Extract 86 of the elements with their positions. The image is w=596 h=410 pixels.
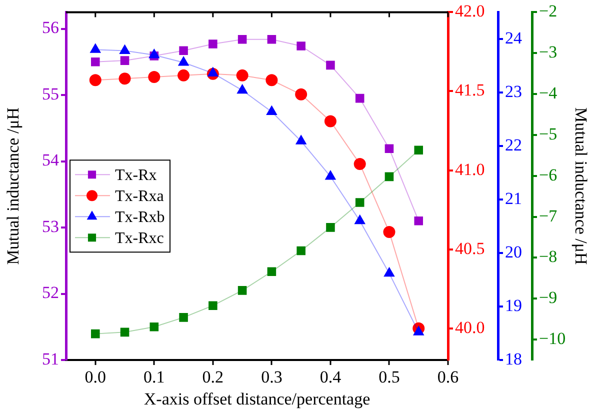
y-tick-label: 55 bbox=[42, 84, 59, 104]
y2-tick-label: 41.0 bbox=[455, 160, 485, 179]
x-tick-label: 0.3 bbox=[261, 368, 282, 387]
point bbox=[413, 326, 424, 336]
point bbox=[295, 88, 308, 100]
x-axis-title: X-axis offset distance/percentage bbox=[144, 389, 370, 408]
y-tick-label: −7 bbox=[539, 206, 558, 226]
point bbox=[89, 74, 102, 86]
point bbox=[179, 313, 188, 322]
y3-tick-label: 23 bbox=[505, 82, 522, 101]
point bbox=[236, 69, 248, 82]
point bbox=[208, 67, 218, 76]
y-tick-label: −6 bbox=[539, 165, 558, 184]
point bbox=[383, 226, 396, 238]
y2-tick-label: 41.5 bbox=[455, 80, 485, 100]
y-tick-label: −5 bbox=[539, 124, 558, 144]
point bbox=[384, 144, 394, 154]
point bbox=[208, 40, 218, 48]
y-axis-title: Mutual inductance /μH bbox=[571, 107, 590, 265]
point bbox=[354, 158, 366, 170]
point bbox=[178, 56, 189, 66]
x-tick-label: 0.2 bbox=[202, 368, 224, 387]
y-tick-label: −8 bbox=[539, 247, 558, 266]
y3-tick-label: 18 bbox=[505, 349, 522, 368]
point bbox=[118, 72, 131, 85]
point bbox=[267, 267, 276, 276]
legend-label: Tx-Rxa bbox=[115, 188, 164, 205]
y-tick-label: −3 bbox=[539, 42, 558, 62]
point bbox=[120, 328, 130, 337]
point bbox=[267, 34, 276, 44]
point bbox=[324, 115, 336, 128]
y2-tick-label: 42.0 bbox=[455, 2, 485, 21]
point bbox=[266, 106, 277, 115]
point bbox=[179, 46, 188, 56]
x-tick-label: 0.0 bbox=[84, 368, 106, 387]
y2-tick-label: 40.0 bbox=[455, 318, 485, 337]
legend-label: Tx-Rx bbox=[115, 166, 157, 184]
point bbox=[238, 34, 247, 44]
point bbox=[90, 44, 101, 53]
point bbox=[354, 214, 366, 224]
point bbox=[120, 56, 130, 65]
y3-tick-label: 20 bbox=[505, 242, 522, 262]
y3-tick-label: 19 bbox=[505, 296, 522, 315]
y-axis-title: Mutual inductance /μH bbox=[4, 107, 23, 265]
point bbox=[208, 301, 218, 310]
point bbox=[355, 198, 364, 207]
point bbox=[237, 84, 248, 94]
y3-tick-label: 22 bbox=[505, 135, 522, 154]
x-tick-label: 0.5 bbox=[378, 368, 400, 387]
point bbox=[325, 170, 336, 180]
point bbox=[355, 94, 364, 103]
y-tick-label: 54 bbox=[42, 150, 60, 170]
point bbox=[178, 69, 190, 82]
point bbox=[296, 42, 306, 50]
y-tick-label: −10 bbox=[539, 329, 566, 348]
y-tick-label: −9 bbox=[539, 288, 558, 308]
point bbox=[414, 146, 424, 154]
point bbox=[90, 329, 100, 338]
y-tick-label: −2 bbox=[539, 2, 558, 21]
y3-tick-label: 21 bbox=[505, 188, 522, 208]
y2-tick-label: 40.5 bbox=[455, 238, 485, 258]
x-tick-label: 0.6 bbox=[437, 368, 459, 387]
legend-label: Tx-Rxb bbox=[115, 208, 165, 226]
y-tick-label: 56 bbox=[42, 18, 59, 38]
x-tick-label: 0.1 bbox=[144, 368, 165, 387]
point bbox=[120, 44, 130, 54]
point bbox=[326, 223, 335, 232]
point bbox=[414, 216, 424, 226]
y-tick-label: 53 bbox=[42, 216, 59, 236]
point bbox=[266, 74, 278, 86]
point bbox=[296, 135, 306, 144]
point bbox=[326, 60, 335, 70]
y-tick-label: 51 bbox=[42, 349, 59, 368]
legend-label: Tx-Rxc bbox=[115, 230, 164, 247]
y-tick-label: 52 bbox=[42, 283, 59, 302]
y3-tick-label: 24 bbox=[505, 28, 522, 48]
point bbox=[238, 286, 247, 295]
point bbox=[148, 49, 160, 58]
x-tick-label: 0.4 bbox=[320, 368, 342, 387]
point bbox=[90, 57, 100, 66]
point bbox=[384, 267, 394, 277]
y-tick-label: −4 bbox=[539, 84, 558, 103]
point bbox=[150, 322, 159, 332]
point bbox=[148, 71, 160, 84]
point bbox=[384, 172, 394, 182]
point bbox=[296, 246, 306, 256]
